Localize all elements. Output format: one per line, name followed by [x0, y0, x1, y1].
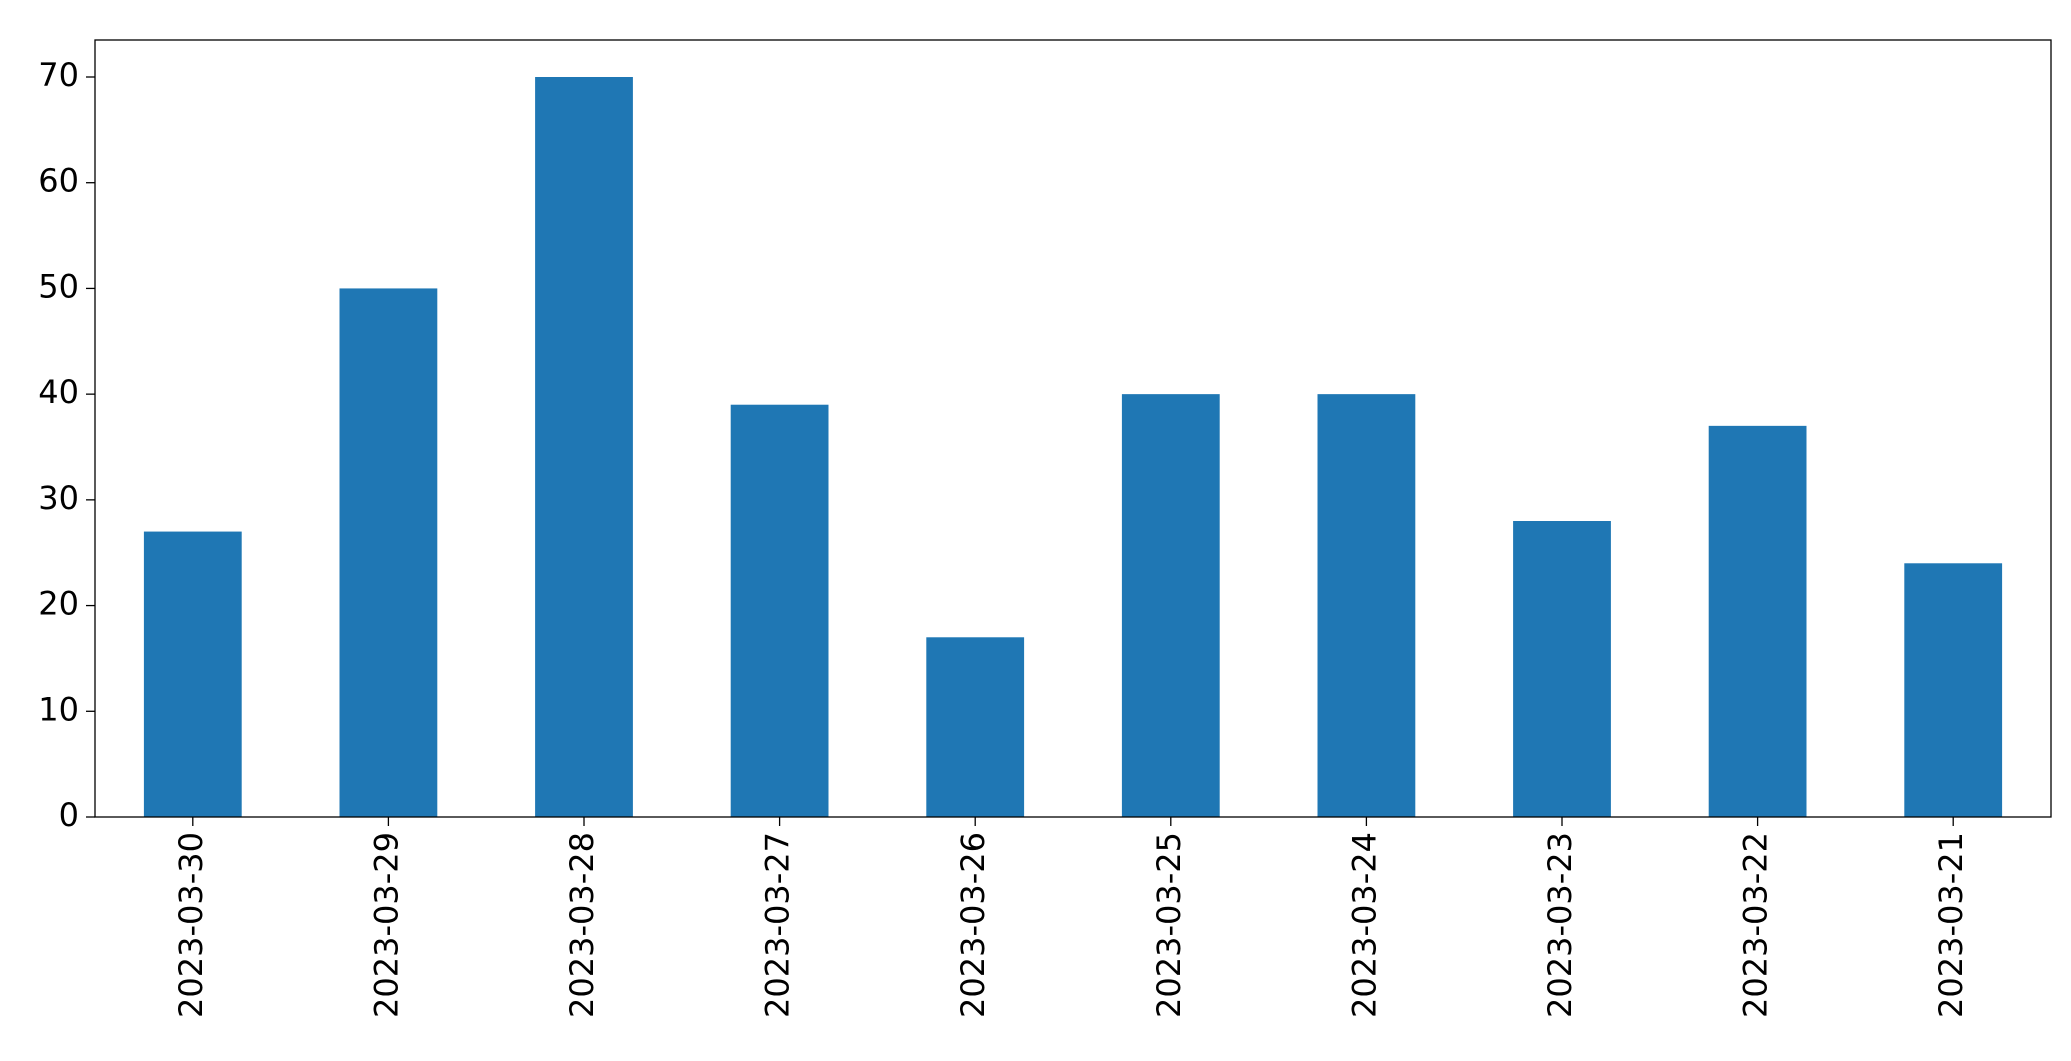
x-tick-label: 2023-03-28 — [563, 832, 601, 1018]
y-tick-label: 50 — [38, 267, 79, 305]
y-tick-label: 70 — [38, 56, 79, 94]
plot-frame — [94, 39, 2052, 818]
x-tick-label: 2023-03-27 — [759, 832, 797, 1018]
x-tick-label: 2023-03-24 — [1345, 832, 1383, 1018]
y-tick-label: 10 — [38, 690, 79, 728]
x-tick-label: 2023-03-29 — [367, 832, 405, 1018]
bar — [1513, 521, 1611, 817]
y-tick-label: 20 — [38, 585, 79, 623]
x-tick-label: 2023-03-25 — [1150, 832, 1188, 1018]
bar — [143, 531, 242, 817]
x-tick-label: 2023-03-30 — [172, 832, 210, 1018]
y-tick-label: 30 — [38, 479, 79, 517]
y-tick-label: 40 — [38, 373, 79, 411]
x-tick-label: 2023-03-21 — [1932, 832, 1970, 1018]
y-tick-label: 0 — [59, 796, 79, 834]
bar — [926, 637, 1025, 817]
bar — [1708, 425, 1807, 817]
bar — [1317, 394, 1416, 817]
bar — [730, 404, 829, 817]
x-tick-label: 2023-03-23 — [1541, 832, 1579, 1018]
x-tick-label: 2023-03-22 — [1737, 832, 1775, 1018]
bar — [1904, 563, 2003, 817]
bar — [339, 288, 438, 817]
bar — [535, 77, 633, 817]
x-tick-label: 2023-03-26 — [954, 832, 992, 1018]
y-tick-label: 60 — [38, 162, 79, 200]
bar — [1121, 394, 1220, 817]
